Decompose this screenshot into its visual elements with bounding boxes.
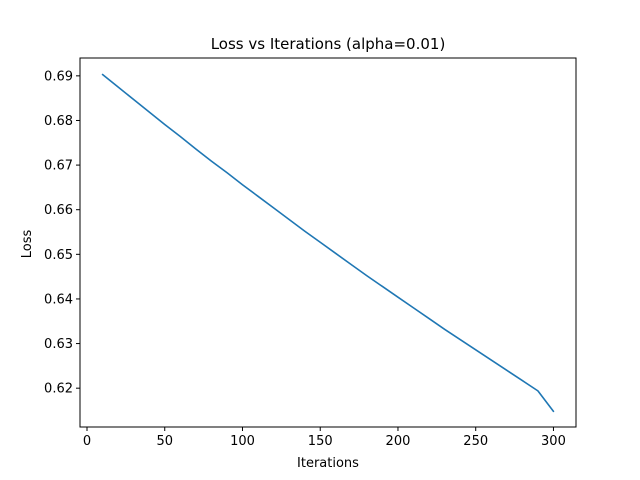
x-tick-label: 200 [386,434,411,449]
data-point [351,264,353,266]
plot-area [101,73,555,413]
data-point [133,99,135,101]
y-tick-label: 0.66 [44,203,73,218]
x-tick-label: 50 [156,434,173,449]
data-point [335,253,337,255]
y-axis-label: Loss [20,230,35,259]
data-point [273,207,275,209]
x-axis-label: Iterations [297,456,359,471]
data-point [506,370,508,372]
series-line-loss [101,73,555,413]
data-point [490,359,492,361]
data-point [164,124,166,126]
y-tick-label: 0.63 [44,337,73,352]
x-tick-label: 300 [541,434,566,449]
data-point [428,318,430,320]
data-point [148,111,150,113]
data-point [288,219,290,221]
x-tick-label: 100 [230,434,255,449]
data-point [475,349,477,351]
data-point [382,286,384,288]
y-tick-label: 0.62 [44,382,73,397]
data-point [413,307,415,309]
data-point [522,380,524,382]
data-point [304,230,306,232]
data-point [366,275,368,277]
data-point [444,328,446,330]
data-point [319,241,321,243]
data-point [117,86,119,88]
y-tick-label: 0.68 [44,114,73,129]
y-axis: 0.62 0.63 0.64 0.65 0.66 0.67 0.68 0.69 [44,69,80,397]
data-point [257,196,259,198]
chart-title: Loss vs Iterations (alpha=0.01) [211,35,446,53]
data-point [226,172,228,174]
y-tick-label: 0.67 [44,159,73,174]
data-point [397,296,399,298]
x-tick-label: 0 [83,434,91,449]
data-point [459,339,461,341]
y-tick-label: 0.65 [44,248,73,263]
plot-frame [79,57,577,428]
y-tick-label: 0.64 [44,292,73,307]
x-tick-label: 250 [463,434,488,449]
data-point [537,390,539,392]
x-axis: 0 50 100 150 200 250 300 [83,427,566,449]
y-tick-label: 0.69 [44,69,73,84]
data-point [553,411,555,413]
data-point [179,136,181,138]
data-point [195,148,197,150]
x-tick-label: 150 [308,434,333,449]
data-point [242,184,244,186]
data-point [211,160,213,162]
data-point [102,74,104,76]
